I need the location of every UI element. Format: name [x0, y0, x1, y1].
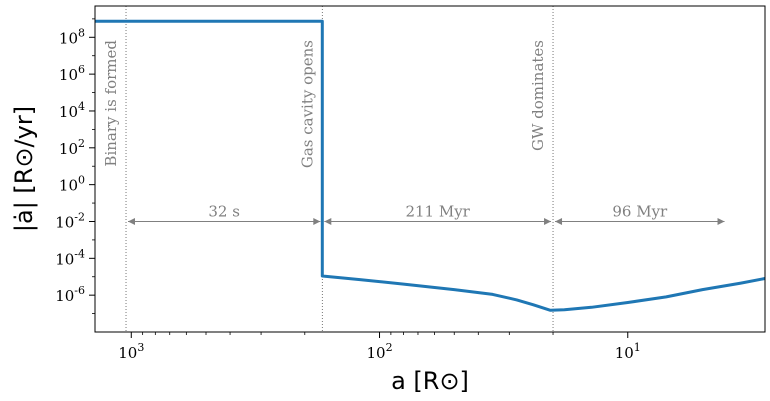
- y-tick-label: 10-4: [55, 247, 85, 268]
- interval-label: 32 s: [208, 202, 240, 220]
- x-tick-label: 102: [366, 341, 392, 362]
- event-label: Gas cavity opens: [298, 40, 316, 168]
- arrowhead-left: [324, 217, 332, 225]
- x-axis-title: a [R⊙]: [391, 367, 469, 395]
- event-label: GW dominates: [529, 40, 547, 151]
- series-line: [95, 19, 765, 312]
- y-tick-label: 106: [59, 63, 85, 84]
- arrowhead-right: [313, 217, 321, 225]
- y-tick-label: 100: [59, 174, 85, 195]
- plot-frame: [94, 5, 766, 333]
- y-tick-label: 104: [59, 100, 85, 121]
- y-tick-label: 108: [59, 26, 85, 47]
- y-axis-title: |ȧ| [R⊙/yr]: [10, 106, 38, 232]
- y-tick-label: 102: [59, 137, 85, 158]
- event-label: Binary is formed: [102, 40, 120, 167]
- y-tick-label: 10-6: [55, 284, 85, 305]
- interval-label: 96 Myr: [612, 202, 668, 220]
- arrowhead-right: [717, 217, 725, 225]
- arrowhead-left: [128, 217, 136, 225]
- x-tick-label: 103: [118, 341, 144, 362]
- arrowhead-left: [555, 217, 563, 225]
- x-tick-label: 101: [615, 341, 641, 362]
- y-tick-label: 10-2: [55, 210, 85, 231]
- interval-label: 211 Myr: [405, 202, 470, 220]
- arrowhead-right: [544, 217, 552, 225]
